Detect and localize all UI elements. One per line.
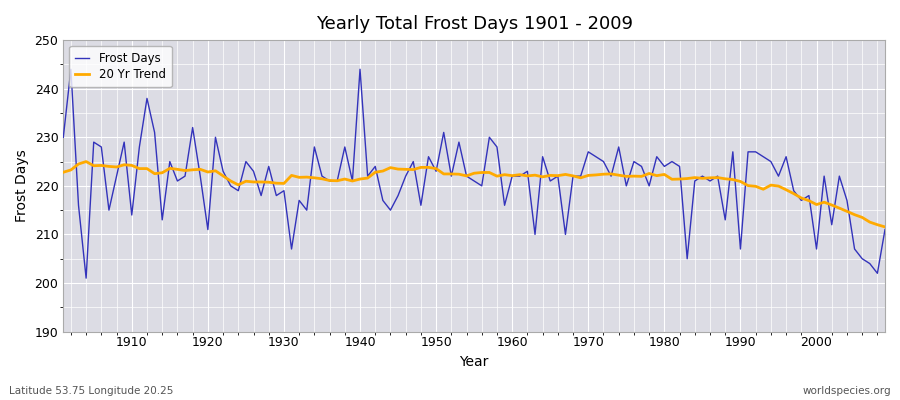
Frost Days xyxy=(613,144,624,149)
Frost Days xyxy=(347,178,358,183)
Frost Days xyxy=(522,169,533,174)
Y-axis label: Frost Days: Frost Days xyxy=(15,150,29,222)
20 Yr Trend xyxy=(879,224,890,229)
20 Yr Trend xyxy=(606,172,616,176)
Frost Days xyxy=(66,67,77,72)
20 Yr Trend xyxy=(339,177,350,182)
Legend: Frost Days, 20 Yr Trend: Frost Days, 20 Yr Trend xyxy=(69,46,172,87)
Text: Latitude 53.75 Longitude 20.25: Latitude 53.75 Longitude 20.25 xyxy=(9,386,174,396)
Frost Days xyxy=(58,135,68,140)
20 Yr Trend xyxy=(81,159,92,164)
Frost Days xyxy=(515,174,526,178)
20 Yr Trend xyxy=(293,175,304,180)
Frost Days xyxy=(134,144,145,149)
20 Yr Trend xyxy=(126,163,137,168)
Frost Days xyxy=(879,227,890,232)
Line: Frost Days: Frost Days xyxy=(63,69,885,278)
Title: Yearly Total Frost Days 1901 - 2009: Yearly Total Frost Days 1901 - 2009 xyxy=(316,15,633,33)
Text: worldspecies.org: worldspecies.org xyxy=(803,386,891,396)
X-axis label: Year: Year xyxy=(460,355,489,369)
Frost Days xyxy=(81,276,92,280)
Frost Days xyxy=(302,208,312,212)
20 Yr Trend xyxy=(515,172,526,177)
20 Yr Trend xyxy=(507,173,517,178)
20 Yr Trend xyxy=(58,170,68,175)
Line: 20 Yr Trend: 20 Yr Trend xyxy=(63,162,885,227)
